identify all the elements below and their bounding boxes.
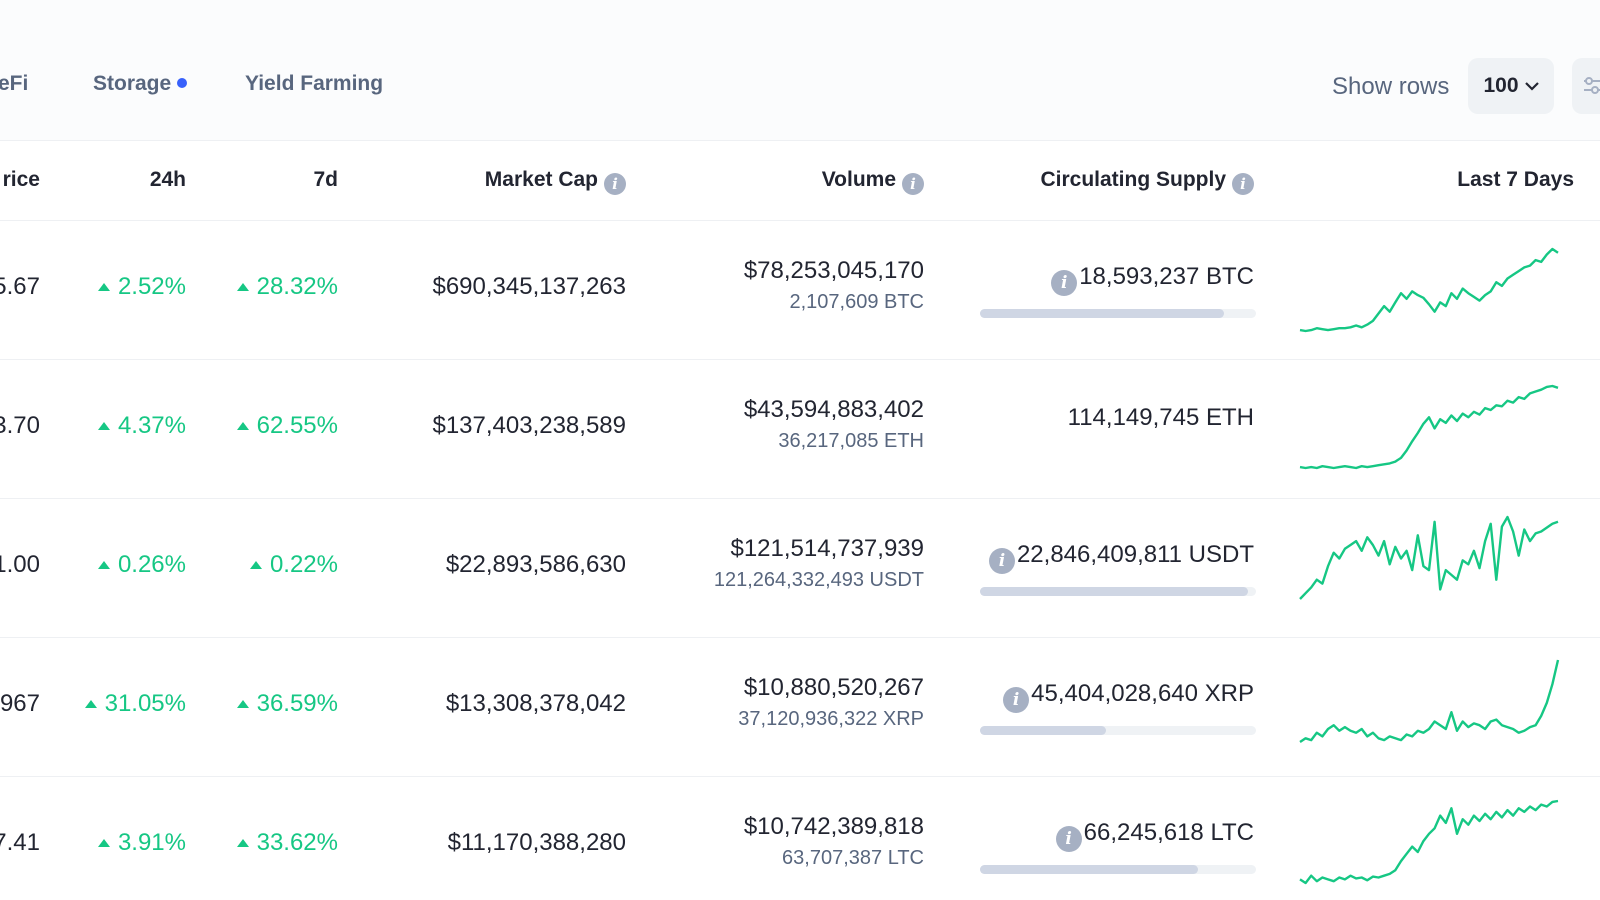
info-icon[interactable]: i — [1051, 270, 1078, 296]
change-7d-cell: 33.62% — [236, 829, 338, 857]
new-dot-icon — [177, 78, 188, 88]
tab-storage[interactable]: Storage — [93, 72, 188, 96]
volume-coin: 63,707,387 LTC — [782, 847, 924, 869]
supply-progress-bar — [980, 309, 1256, 318]
info-icon[interactable]: i — [1055, 826, 1082, 852]
sparkline-path — [1299, 515, 1559, 600]
category-bar: eFi Storage Yield Farming Show rows 100 — [0, 0, 1600, 141]
price-cell: 1.00 — [0, 551, 40, 578]
price-cell: 967 — [0, 690, 40, 717]
caret-up-icon — [236, 700, 249, 708]
sparkline-chart[interactable] — [1296, 245, 1562, 335]
table-row[interactable]: 1.00 0.26% 0.22% $22,893,586,630 $121,51… — [0, 499, 1600, 638]
change-24h-cell: 3.91% — [97, 829, 186, 857]
column-header-market-cap[interactable]: Market Cap i — [485, 168, 626, 195]
change-24h-cell: 0.26% — [97, 551, 186, 579]
table-row[interactable]: 3.70 4.37% 62.55% $137,403,238,589 $43,5… — [0, 360, 1600, 499]
table-row[interactable]: 5.67 2.52% 28.32% $690,345,137,263 $78,2… — [0, 221, 1600, 360]
supply-progress-fill — [980, 587, 1248, 596]
info-icon[interactable]: i — [1003, 687, 1030, 713]
info-icon[interactable]: i — [988, 548, 1015, 574]
price-cell: 3.70 — [0, 412, 40, 439]
circulating-supply-cell: i 45,404,028,640 XRP — [1003, 680, 1254, 713]
supply-progress-bar — [980, 726, 1256, 735]
supply-progress-bar — [980, 587, 1256, 596]
volume-coin: 36,217,085 ETH — [778, 430, 924, 452]
column-header-volume[interactable]: Volume i — [822, 168, 924, 195]
caret-up-icon — [97, 561, 110, 569]
table-row[interactable]: 7.41 3.91% 33.62% $11,170,388,280 $10,74… — [0, 777, 1600, 900]
supply-progress-fill — [980, 726, 1106, 735]
sparkline-path — [1299, 247, 1559, 333]
price-cell: 5.67 — [0, 273, 40, 300]
column-header-circulating-supply[interactable]: Circulating Supply i — [1040, 168, 1254, 195]
table-header: rice 24h 7d Market Cap i Volume i Circulat… — [0, 140, 1600, 221]
sliders-icon — [1584, 77, 1600, 94]
caret-up-icon — [97, 839, 110, 847]
change-7d-cell: 36.59% — [236, 690, 338, 718]
caret-up-icon — [97, 283, 110, 291]
change-24h-cell: 31.05% — [84, 690, 186, 718]
sparkline-path — [1299, 799, 1559, 885]
circulating-supply-cell: i 18,593,237 BTC — [1051, 263, 1254, 296]
sparkline-path — [1299, 384, 1559, 470]
caret-up-icon — [236, 283, 249, 291]
sparkline-chart[interactable] — [1296, 513, 1562, 603]
column-header-last-7-days: Last 7 Days — [1457, 168, 1574, 191]
volume-coin: 2,107,609 BTC — [789, 291, 924, 313]
caret-up-icon — [236, 839, 249, 847]
tab-label: eFi — [0, 72, 29, 95]
volume-usd-link[interactable]: $10,742,389,818 — [743, 813, 924, 840]
volume-coin: 37,120,936,322 XRP — [738, 708, 924, 730]
sparkline-chart[interactable] — [1296, 656, 1562, 746]
circulating-supply-cell: i 22,846,409,811 USDT — [988, 541, 1254, 574]
supply-progress-fill — [980, 865, 1199, 874]
supply-progress-bar — [980, 865, 1256, 874]
change-7d-cell: 62.55% — [236, 412, 338, 440]
sparkline-chart[interactable] — [1296, 382, 1562, 472]
market-cap-cell: $690,345,137,263 — [432, 273, 626, 300]
column-header-24h[interactable]: 24h — [149, 168, 186, 191]
tab-label: Storage — [93, 72, 172, 95]
market-cap-cell: $13,308,378,042 — [445, 690, 626, 717]
info-icon[interactable]: i — [1232, 173, 1254, 195]
volume-usd-link[interactable]: $10,880,520,267 — [743, 674, 924, 701]
volume-coin: 121,264,332,493 USDT — [713, 569, 924, 591]
rows-per-page-value: 100 — [1483, 74, 1519, 97]
market-cap-cell: $137,403,238,589 — [432, 412, 626, 439]
circulating-supply-cell: i 66,245,618 LTC — [1055, 819, 1254, 852]
tab-defi[interactable]: eFi — [0, 72, 28, 96]
sparkline-chart[interactable] — [1296, 797, 1562, 887]
volume-usd-link[interactable]: $121,514,737,939 — [730, 535, 924, 562]
caret-up-icon — [84, 700, 97, 708]
rows-per-page-select[interactable]: 100 — [1468, 58, 1554, 114]
show-rows-label: Show rows — [1332, 73, 1450, 100]
table-row[interactable]: 967 31.05% 36.59% $13,308,378,042 $10,88… — [0, 638, 1600, 777]
caret-up-icon — [97, 422, 110, 430]
price-cell: 7.41 — [0, 829, 40, 856]
volume-usd-link[interactable]: $43,594,883,402 — [743, 396, 924, 423]
sparkline-path — [1299, 659, 1560, 744]
change-7d-cell: 28.32% — [236, 273, 338, 301]
change-24h-cell: 4.37% — [97, 412, 186, 440]
caret-up-icon — [249, 561, 262, 569]
caret-up-icon — [236, 422, 249, 430]
tab-yield-farming[interactable]: Yield Farming — [245, 72, 383, 96]
tab-label: Yield Farming — [245, 72, 384, 95]
chevron-down-icon — [1524, 82, 1539, 91]
supply-progress-fill — [980, 309, 1225, 318]
customize-columns-button[interactable] — [1572, 58, 1600, 114]
info-icon[interactable]: i — [902, 173, 924, 195]
info-icon[interactable]: i — [604, 173, 626, 195]
circulating-supply-cell: 114,149,745 ETH — [1067, 404, 1254, 431]
column-header-price[interactable]: rice — [2, 168, 40, 191]
volume-usd-link[interactable]: $78,253,045,170 — [743, 257, 924, 284]
change-7d-cell: 0.22% — [249, 551, 338, 579]
market-cap-cell: $11,170,388,280 — [447, 829, 626, 856]
column-header-7d[interactable]: 7d — [313, 168, 338, 191]
change-24h-cell: 2.52% — [97, 273, 186, 301]
market-cap-cell: $22,893,586,630 — [445, 551, 626, 578]
